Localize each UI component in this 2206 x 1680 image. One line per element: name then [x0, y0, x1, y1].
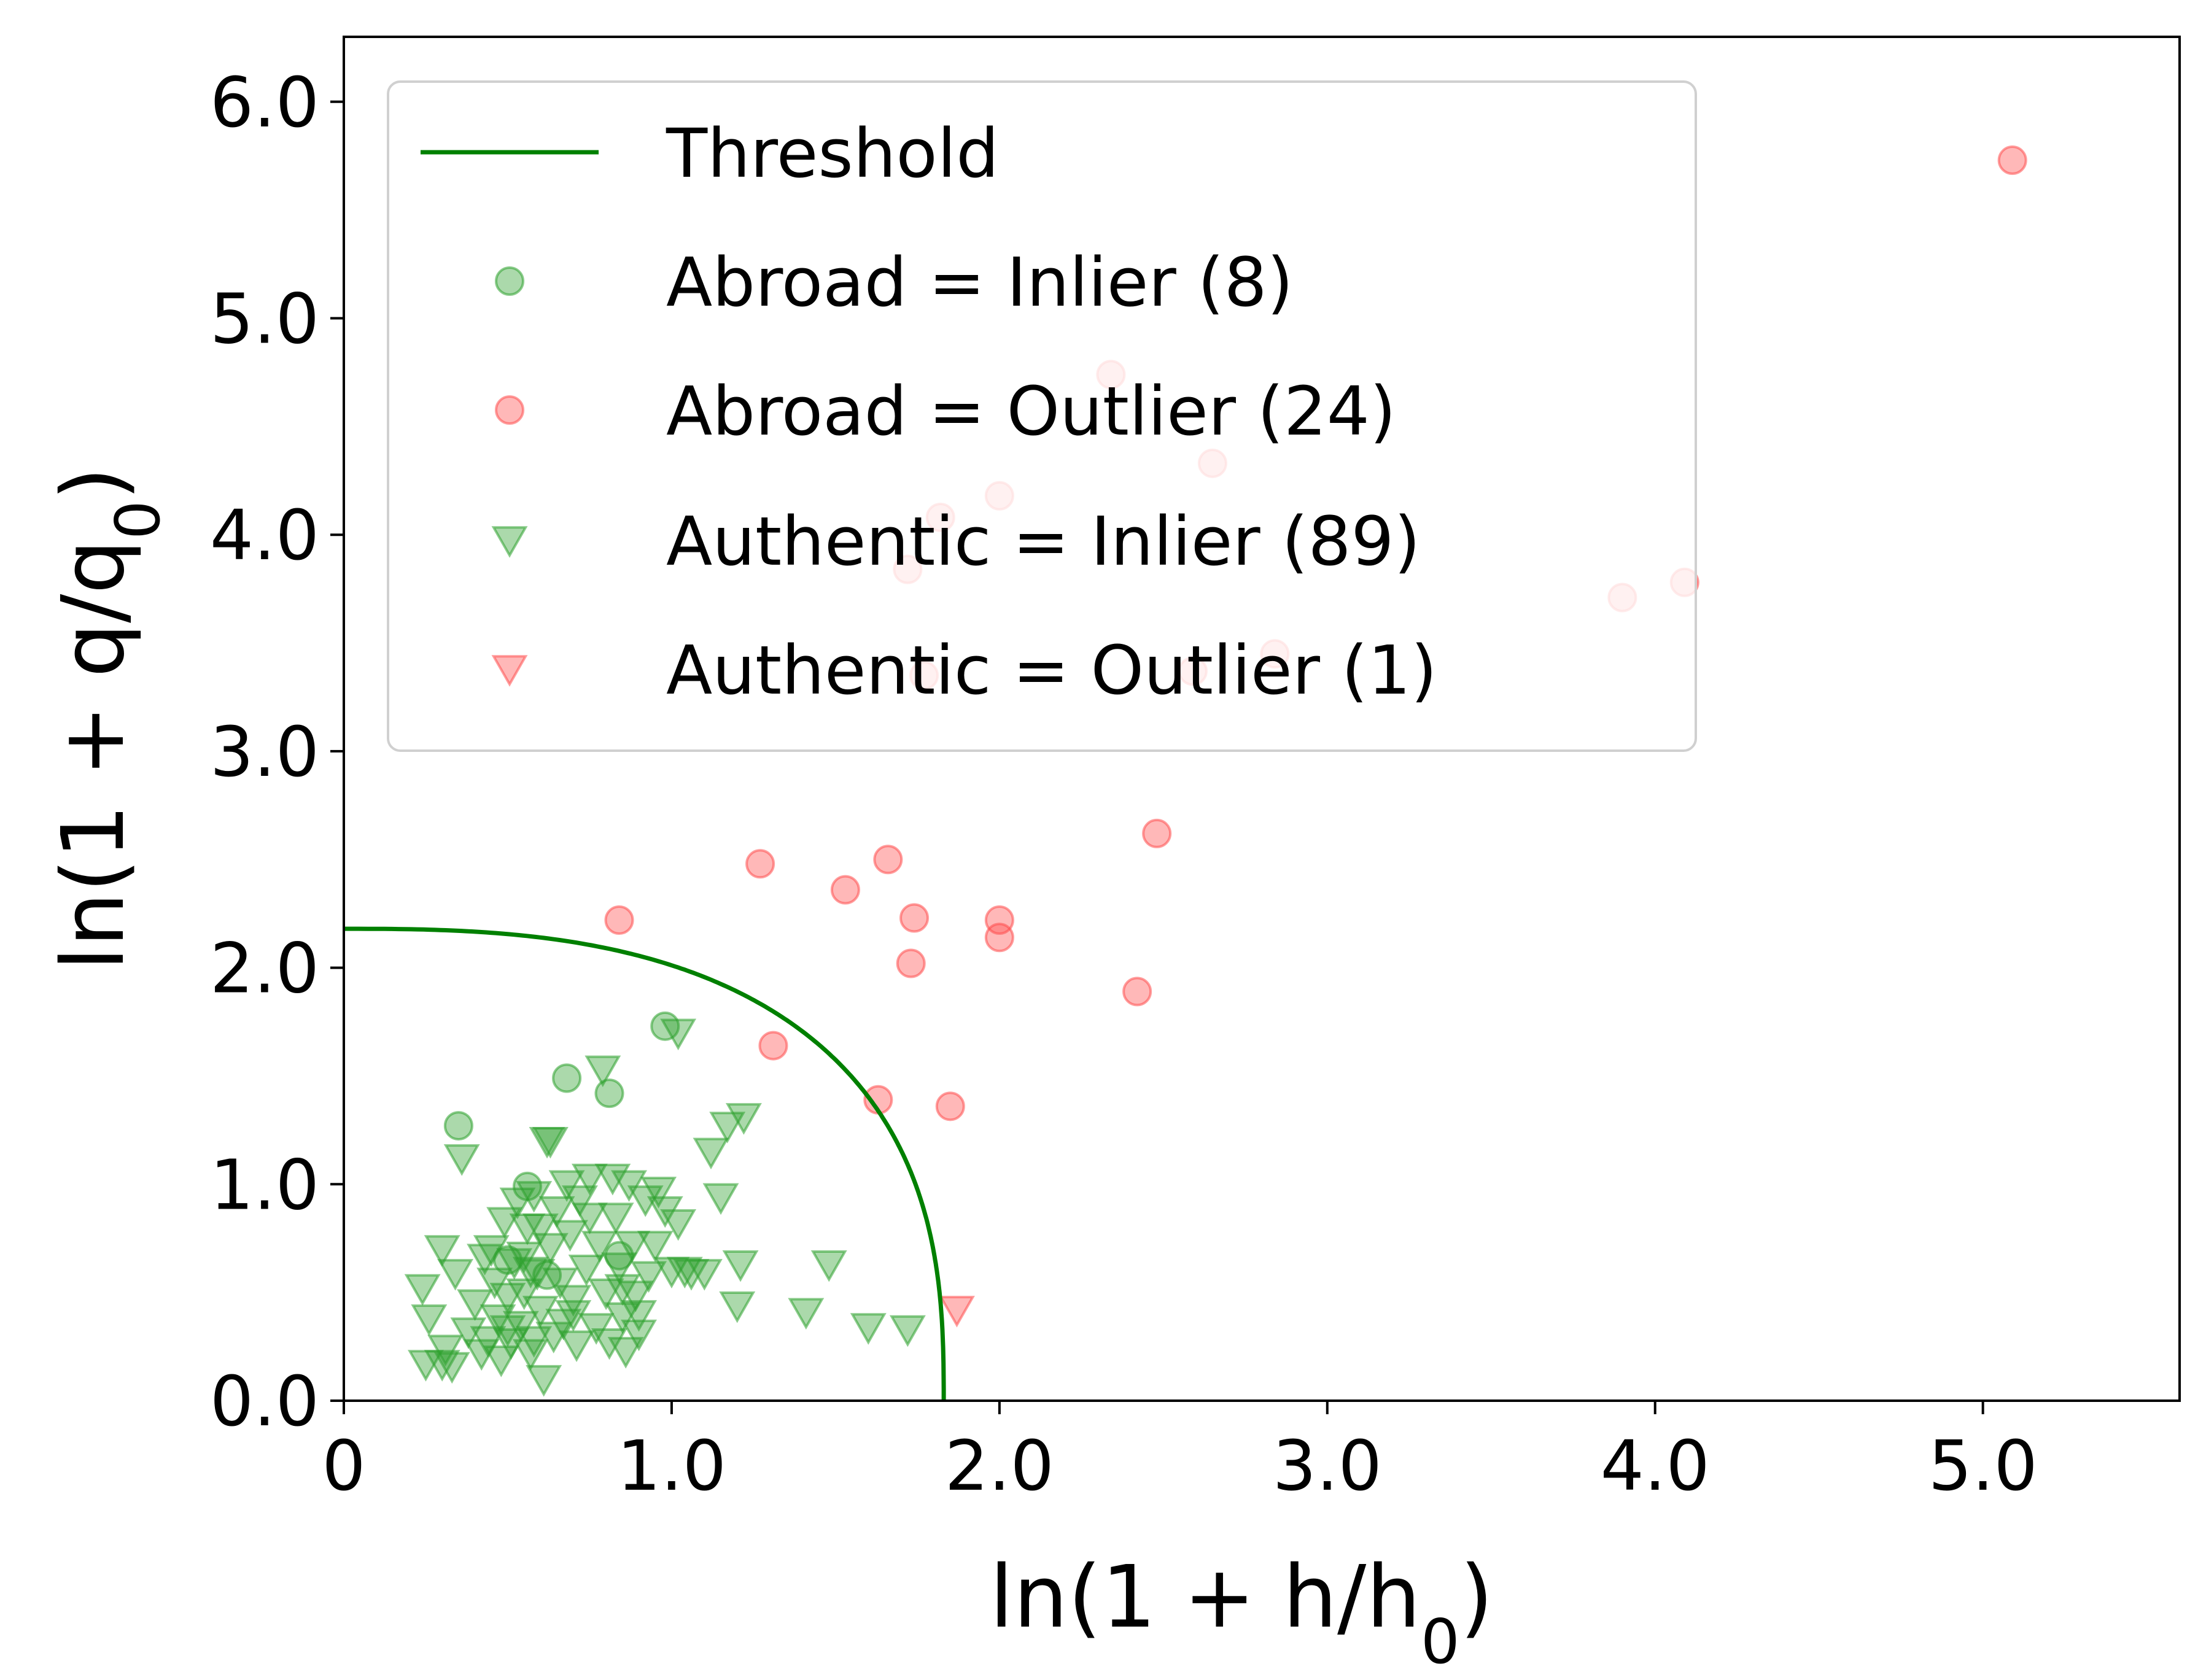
- data-point-series-2: [607, 1337, 644, 1369]
- legend-label: Abroad = Outlier (24): [666, 372, 1396, 451]
- axis-ticks: 0 1.0 2.0 3.0 4.0 5.0 0.0 1.0 2.0 3.0 4.0 5.0 6.0: [210, 63, 2038, 1506]
- y-tick-label: 2.0: [210, 929, 319, 1009]
- data-point-series-1: [745, 849, 775, 879]
- legend-box: [387, 80, 1697, 752]
- legend-marker: [491, 526, 528, 558]
- data-point-series-2: [506, 1278, 543, 1310]
- x-tick-label: 0: [322, 1426, 365, 1506]
- data-point-series-2: [850, 1313, 887, 1345]
- data-point-series-1: [899, 903, 930, 933]
- data-point-series-2: [660, 1018, 697, 1051]
- data-point-series-2: [568, 1255, 605, 1287]
- data-point-series-2: [597, 1202, 634, 1234]
- data-point-series-2: [506, 1241, 543, 1274]
- data-point-series-2: [640, 1177, 677, 1209]
- data-point-series-2: [614, 1231, 651, 1263]
- legend-label: Authentic = Inlier (89): [666, 502, 1420, 581]
- data-point-series-2: [722, 1250, 759, 1282]
- legend-label: Abroad = Inlier (8): [666, 243, 1293, 322]
- y-tick-label: 0.0: [210, 1362, 319, 1442]
- data-point-series-2: [627, 1185, 664, 1217]
- data-point-series-1: [873, 845, 903, 875]
- data-point-series-2: [542, 1268, 578, 1299]
- x-tick-label: 2.0: [945, 1426, 1054, 1506]
- legend: Threshold Abroad = Inlier (8) Abroad = Out…: [387, 80, 1697, 752]
- data-point-series-1: [984, 923, 1014, 953]
- data-point-series-2: [561, 1185, 598, 1217]
- data-point-series-2: [621, 1319, 657, 1352]
- data-point-series-2: [702, 1183, 739, 1215]
- data-point-series-1: [896, 948, 926, 978]
- data-point-series-1: [935, 1091, 965, 1121]
- data-point-series-2: [473, 1235, 510, 1267]
- data-point-series-1: [1997, 145, 2027, 176]
- x-tick-label: 4.0: [1601, 1426, 1710, 1506]
- y-tick-label: 3.0: [210, 713, 319, 792]
- y-tick-label: 5.0: [210, 280, 319, 360]
- threshold-curve: [344, 926, 946, 1401]
- data-point-series-2: [489, 1315, 526, 1347]
- data-point-series-2: [571, 1202, 608, 1234]
- data-point-series-1: [830, 875, 860, 905]
- data-point-series-2: [551, 1220, 588, 1252]
- y-tick-label: 4.0: [210, 496, 319, 576]
- data-point-series-2: [604, 1274, 641, 1306]
- data-point-series-2: [788, 1298, 825, 1330]
- data-point-series-2: [585, 1055, 621, 1088]
- data-point-series-2: [889, 1315, 926, 1347]
- data-point-series-2: [660, 1209, 697, 1241]
- data-point-series-2: [443, 1144, 480, 1176]
- x-axis-label: ln(1 + h/h0): [990, 1547, 1494, 1678]
- data-point-series-2: [470, 1326, 507, 1358]
- data-point-series-2: [686, 1259, 723, 1291]
- plot-area: [344, 145, 2027, 1401]
- data-point-series-2: [601, 1252, 637, 1285]
- data-point-series-2: [411, 1304, 448, 1336]
- data-point-series-0: [552, 1063, 582, 1093]
- y-tick-label: 1.0: [210, 1145, 319, 1225]
- legend-label: Authentic = Outlier (1): [666, 631, 1437, 710]
- data-point-series-1: [1142, 818, 1172, 848]
- data-point-series-2: [725, 1103, 762, 1135]
- data-point-series-2: [532, 1126, 569, 1159]
- data-point-series-2: [591, 1328, 627, 1360]
- data-point-series-2: [538, 1196, 575, 1228]
- legend-marker: [495, 395, 524, 425]
- data-point-series-0: [594, 1078, 624, 1109]
- data-point-series-2: [437, 1259, 473, 1291]
- data-point-series-0: [443, 1111, 473, 1141]
- data-point-series-2: [621, 1300, 657, 1332]
- data-point-series-2: [637, 1231, 674, 1263]
- y-axis-label: ln(1 + q/q0): [44, 467, 174, 971]
- data-point-series-2: [522, 1214, 559, 1245]
- x-tick-label: 1.0: [617, 1426, 726, 1506]
- data-point-series-1: [604, 905, 634, 935]
- x-tick-label: 3.0: [1273, 1426, 1382, 1506]
- legend-marker: [495, 266, 524, 296]
- data-point-series-2: [516, 1326, 553, 1358]
- data-point-series-2: [467, 1244, 503, 1275]
- x-tick-label: 5.0: [1928, 1426, 2038, 1506]
- data-point-series-2: [810, 1250, 847, 1282]
- data-point-series-3: [939, 1296, 975, 1328]
- data-point-series-2: [555, 1300, 592, 1332]
- plot-frame: [343, 36, 2181, 1402]
- data-point-series-2: [571, 1163, 608, 1196]
- data-point-series-2: [558, 1330, 595, 1363]
- data-point-series-2: [526, 1365, 562, 1397]
- data-point-series-2: [693, 1137, 729, 1170]
- data-point-series-2: [631, 1261, 667, 1293]
- data-point-series-2: [581, 1231, 618, 1263]
- y-tick-label: 6.0: [210, 63, 319, 143]
- data-point-series-2: [424, 1350, 460, 1382]
- legend-marker: [491, 655, 528, 687]
- legend-label: Threshold: [666, 114, 999, 193]
- data-point-series-2: [719, 1291, 756, 1323]
- data-point-series-1: [1122, 977, 1152, 1007]
- data-point-series-2: [424, 1235, 460, 1267]
- data-point-series-2: [404, 1274, 441, 1306]
- data-point-series-1: [758, 1031, 788, 1061]
- data-point-series-2: [433, 1352, 470, 1384]
